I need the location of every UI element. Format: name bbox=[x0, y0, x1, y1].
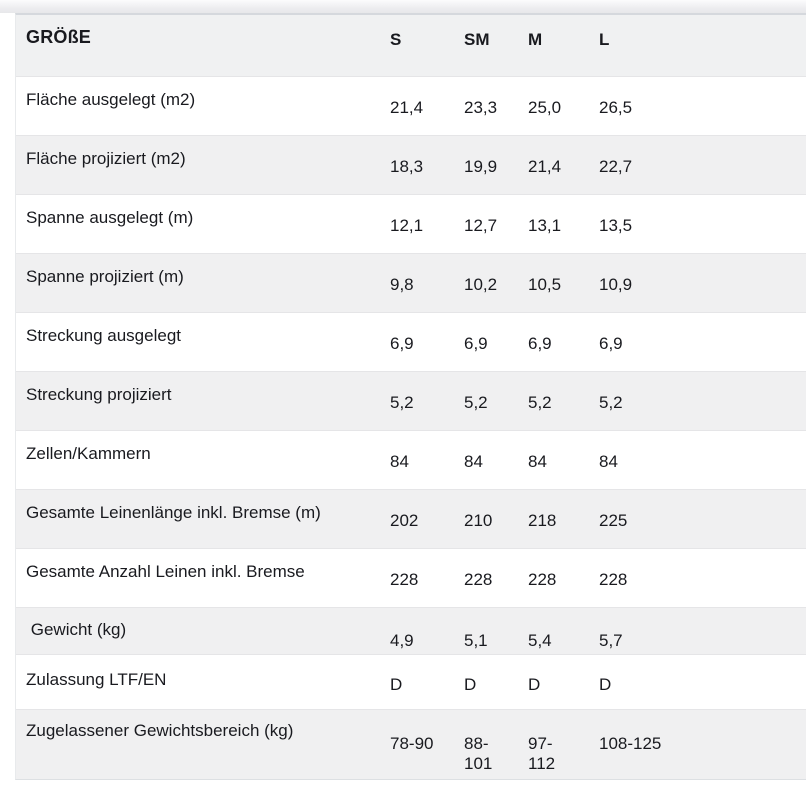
cell-value: 9,8 bbox=[390, 274, 414, 294]
cell-value: 13,1 bbox=[528, 215, 562, 235]
cell-value: 21,4 bbox=[528, 156, 562, 176]
cell-value: 10,5 bbox=[528, 274, 562, 294]
cell-value: D bbox=[464, 674, 477, 694]
cell-value: 108-125 bbox=[599, 733, 662, 753]
cell-value: 19,9 bbox=[464, 156, 498, 176]
cell-value: 12,1 bbox=[390, 215, 424, 235]
cell-value: 5,2 bbox=[599, 392, 623, 412]
table-header-row: GRÖßE S SM M L bbox=[16, 15, 806, 76]
cell-value: 10,2 bbox=[464, 274, 498, 294]
row-label: Spanne ausgelegt (m) bbox=[26, 207, 194, 227]
header-groesse: GRÖßE bbox=[26, 27, 92, 47]
row-label: Streckung projiziert bbox=[26, 384, 172, 404]
table-row-leinenlaenge: Gesamte Leinenlänge inkl. Bremse (m) 202… bbox=[16, 489, 806, 548]
cell-value: 5,2 bbox=[528, 392, 552, 412]
table-row-spanne-ausgelegt: Spanne ausgelegt (m) 12,1 12,7 13,1 13,5 bbox=[16, 194, 806, 253]
table-row-anzahl-leinen: Gesamte Anzahl Leinen inkl. Bremse 228 2… bbox=[16, 548, 806, 607]
table-row-streckung-projiziert: Streckung projiziert 5,2 5,2 5,2 5,2 bbox=[16, 371, 806, 430]
cell-value: 13,5 bbox=[599, 215, 633, 235]
size-spec-table: GRÖßE S SM M L Fläche ausgelegt (m2) 21,… bbox=[16, 15, 806, 779]
cell-value: 97- 112 bbox=[528, 733, 556, 773]
table-row-flaeche-ausgelegt: Fläche ausgelegt (m2) 21,4 23,3 25,0 26,… bbox=[16, 76, 806, 135]
cell-value: 78-90 bbox=[390, 733, 434, 753]
table-row-gewicht: Gewicht (kg) 4,9 5,1 5,4 5,7 bbox=[16, 607, 806, 654]
cell-value: D bbox=[390, 674, 403, 694]
cell-value: 12,7 bbox=[464, 215, 498, 235]
cell-value: 218 bbox=[528, 510, 557, 530]
header-size-sm: SM bbox=[464, 30, 490, 49]
cell-value: 6,9 bbox=[528, 333, 552, 353]
table-row-streckung-ausgelegt: Streckung ausgelegt 6,9 6,9 6,9 6,9 bbox=[16, 312, 806, 371]
row-label: Gesamte Anzahl Leinen inkl. Bremse bbox=[26, 561, 305, 581]
row-label: Zugelassener Gewichtsbereich (kg) bbox=[26, 720, 294, 740]
cell-value: 5,2 bbox=[464, 392, 488, 412]
cell-value: 4,9 bbox=[390, 630, 414, 650]
cell-value: 18,3 bbox=[390, 156, 424, 176]
spec-table: GRÖßE S SM M L Fläche ausgelegt (m2) 21,… bbox=[15, 13, 806, 780]
cell-value: 5,1 bbox=[464, 630, 488, 650]
cell-value: 21,4 bbox=[390, 97, 424, 117]
table-row-gewichtsbereich: Zugelassener Gewichtsbereich (kg) 78-90 … bbox=[16, 709, 806, 779]
cell-value: 84 bbox=[464, 451, 483, 471]
cell-value: 5,2 bbox=[390, 392, 414, 412]
header-size-l: L bbox=[599, 30, 610, 49]
cell-value: D bbox=[528, 674, 541, 694]
cell-value: 6,9 bbox=[390, 333, 414, 353]
cell-value: 26,5 bbox=[599, 97, 633, 117]
cell-value: 84 bbox=[599, 451, 618, 471]
row-label: Gesamte Leinenlänge inkl. Bremse (m) bbox=[26, 502, 321, 522]
header-size-s: S bbox=[390, 30, 402, 49]
cell-value: 228 bbox=[599, 569, 628, 589]
page-top-gradient bbox=[0, 0, 806, 13]
cell-value: 23,3 bbox=[464, 97, 498, 117]
cell-value: 10,9 bbox=[599, 274, 633, 294]
cell-value: 202 bbox=[390, 510, 419, 530]
cell-value: 5,7 bbox=[599, 630, 623, 650]
cell-value: 228 bbox=[528, 569, 557, 589]
cell-value: 88- 101 bbox=[464, 733, 493, 773]
cell-value: 6,9 bbox=[599, 333, 623, 353]
cell-value: 228 bbox=[464, 569, 493, 589]
cell-value: 225 bbox=[599, 510, 628, 530]
header-size-m: M bbox=[528, 30, 543, 49]
cell-value: 25,0 bbox=[528, 97, 562, 117]
cell-value: 84 bbox=[528, 451, 547, 471]
row-label: Fläche projiziert (m2) bbox=[26, 148, 186, 168]
cell-value: 210 bbox=[464, 510, 493, 530]
row-label: Zulassung LTF/EN bbox=[26, 669, 167, 689]
row-label: Zellen/Kammern bbox=[26, 443, 151, 463]
table-row-zellen-kammern: Zellen/Kammern 84 84 84 84 bbox=[16, 430, 806, 489]
table-row-zulassung: Zulassung LTF/EN D D D D bbox=[16, 654, 806, 709]
cell-value: 228 bbox=[390, 569, 419, 589]
row-label: Gewicht (kg) bbox=[26, 619, 127, 639]
table-row-flaeche-projiziert: Fläche projiziert (m2) 18,3 19,9 21,4 22… bbox=[16, 135, 806, 194]
row-label: Fläche ausgelegt (m2) bbox=[26, 89, 196, 109]
cell-value: D bbox=[599, 674, 612, 694]
table-row-spanne-projiziert: Spanne projiziert (m) 9,8 10,2 10,5 10,9 bbox=[16, 253, 806, 312]
cell-value: 6,9 bbox=[464, 333, 488, 353]
row-label: Spanne projiziert (m) bbox=[26, 266, 184, 286]
row-label: Streckung ausgelegt bbox=[26, 325, 181, 345]
cell-value: 22,7 bbox=[599, 156, 633, 176]
cell-value: 5,4 bbox=[528, 630, 552, 650]
cell-value: 84 bbox=[390, 451, 409, 471]
